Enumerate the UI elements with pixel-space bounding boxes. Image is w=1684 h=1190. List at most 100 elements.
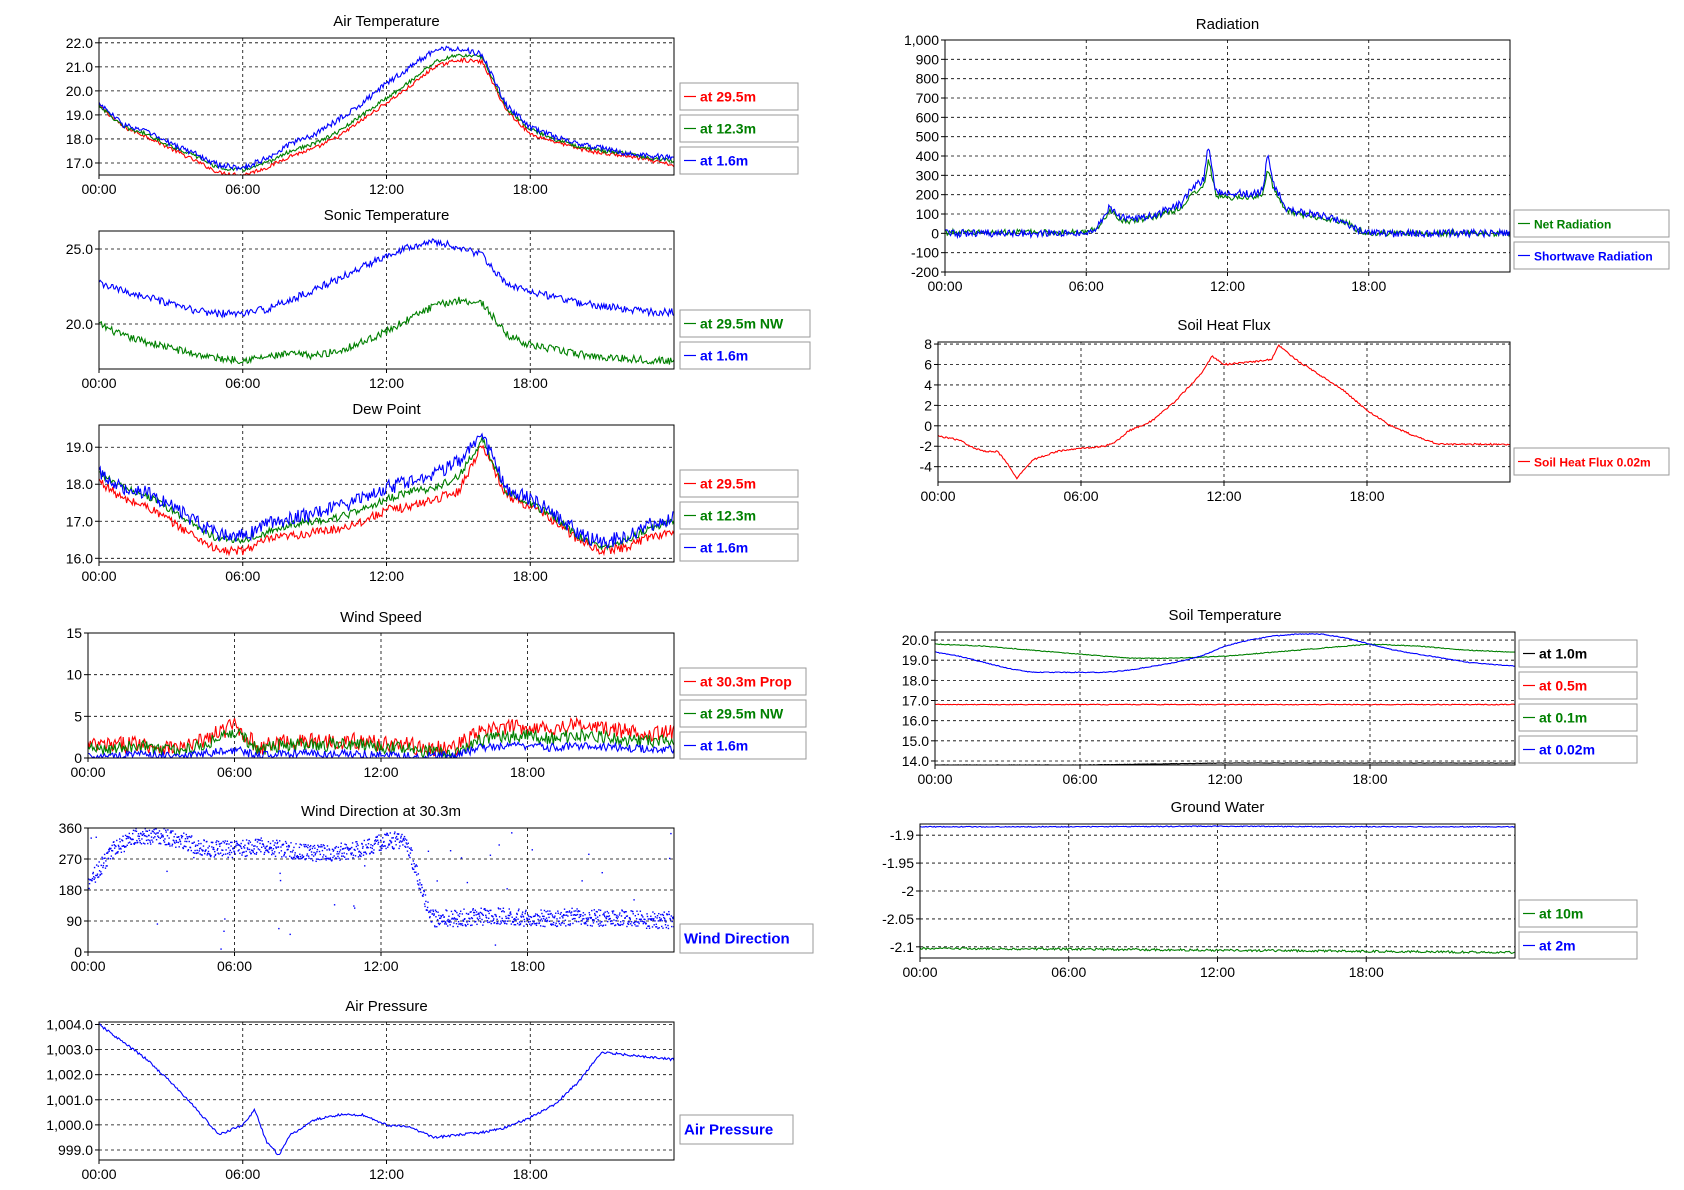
wind-speed-legend-item-2[interactable]: at 1.6m	[679, 731, 807, 760]
wind-direction-point	[157, 835, 159, 837]
wind-direction-point	[570, 911, 573, 913]
wind-direction-point	[497, 907, 500, 909]
wind-direction-point	[169, 832, 172, 834]
radiation-legend-item-1[interactable]: Shortwave Radiation	[1513, 241, 1670, 270]
wind-direction-point	[499, 923, 501, 925]
wind-direction-point	[475, 920, 477, 923]
sonic-temp-legend-item-0[interactable]: at 29.5m NW	[679, 309, 811, 338]
wind-direction-point	[265, 845, 268, 848]
wind-direction-point	[129, 838, 132, 840]
wind-direction-point	[103, 862, 105, 864]
wind-direction-point	[101, 858, 104, 860]
wind-direction-point	[152, 841, 154, 843]
wind-direction-point	[450, 921, 452, 923]
wind-direction-point	[430, 909, 432, 912]
air-temp-legend-item-1[interactable]: at 12.3m	[679, 114, 799, 143]
radiation-xtick-label: 12:00	[1210, 278, 1245, 294]
wind-direction-point	[287, 848, 289, 851]
sonic-temp-legend-item-1[interactable]: at 1.6m	[679, 341, 811, 370]
wind-direction-point	[357, 856, 360, 858]
wind-direction-point	[423, 903, 426, 905]
wind-direction-point	[175, 841, 178, 843]
wind-direction-point	[582, 915, 584, 917]
wind-direction-point	[445, 909, 447, 911]
wind-direction-legend-item-0[interactable]: Wind Direction	[679, 923, 814, 954]
wind-direction-point	[562, 917, 564, 919]
wind-direction-point	[389, 832, 391, 834]
wind-direction-point	[551, 914, 554, 916]
dew-point-legend-item-0[interactable]: at 29.5m	[679, 469, 799, 498]
soil-temp-legend-item-3[interactable]: at 0.02m	[1518, 735, 1638, 764]
wind-direction-point	[646, 915, 649, 918]
wind-direction-point	[178, 836, 180, 838]
wind-direction-point	[184, 838, 187, 840]
wind-direction-point	[371, 850, 373, 853]
wind-direction-point	[259, 842, 261, 845]
wind-direction-point	[591, 909, 593, 912]
wind-direction-point	[362, 854, 365, 856]
wind-direction-point	[459, 910, 462, 912]
wind-direction-point	[93, 876, 95, 878]
wind-direction-point	[610, 923, 612, 925]
sonic-temp-xtick-label: 06:00	[225, 375, 260, 391]
wind-direction-point	[490, 922, 492, 925]
wind-direction-point	[544, 920, 547, 922]
wind-direction-point	[427, 850, 430, 853]
wind-direction-point	[439, 922, 441, 925]
wind-direction-point	[123, 845, 125, 847]
air-pressure-legend-label: Air Pressure	[684, 1122, 773, 1139]
soil-temp-legend-item-2[interactable]: at 0.1m	[1518, 703, 1638, 732]
wind-direction-point	[224, 918, 226, 920]
wind-direction-point	[294, 854, 296, 856]
wind-direction-point	[398, 841, 401, 844]
air-temp-legend-item-2[interactable]: at 1.6m	[679, 146, 799, 175]
ground-water-legend-item-0[interactable]: at 10m	[1518, 899, 1638, 928]
wind-direction-point	[500, 920, 502, 922]
wind-speed-legend-item-1[interactable]: at 29.5m NW	[679, 699, 807, 728]
wind-direction-point	[563, 908, 566, 910]
wind-direction-point	[340, 855, 343, 857]
wind-direction-point	[243, 847, 246, 849]
wind-direction-point	[622, 923, 624, 926]
wind-direction-point	[541, 920, 544, 922]
wind-direction-point	[108, 850, 110, 852]
air-pressure-xtick-label: 18:00	[513, 1166, 548, 1182]
wind-direction-point	[260, 837, 262, 839]
wind-direction-point	[252, 851, 255, 853]
wind-direction-point	[322, 844, 324, 846]
soil-heat-flux-legend-item-0[interactable]: Soil Heat Flux 0.02m	[1513, 447, 1670, 476]
wind-direction-point	[90, 878, 92, 881]
air-pressure-legend-item-0[interactable]: Air Pressure	[679, 1114, 794, 1145]
wind-direction-point	[206, 854, 208, 856]
wind-direction-title: Wind Direction at 30.3m	[301, 803, 461, 820]
wind-direction-point	[138, 835, 141, 838]
ground-water-legend-item-1[interactable]: at 2m	[1518, 931, 1638, 960]
wind-direction-point	[122, 835, 124, 837]
wind-direction-point	[154, 828, 157, 830]
wind-direction-point	[294, 852, 296, 854]
dew-point-legend-item-2[interactable]: at 1.6m	[679, 533, 799, 562]
wind-direction-point	[620, 923, 622, 926]
wind-direction-point	[214, 850, 216, 853]
dew-point-legend-item-1[interactable]: at 12.3m	[679, 501, 799, 530]
wind-direction-point	[490, 915, 493, 917]
wind-direction-point	[489, 854, 492, 856]
wind-direction-point	[482, 914, 484, 917]
wind-direction-point	[326, 845, 329, 847]
wind-direction-point	[257, 848, 260, 850]
wind-direction-point	[360, 853, 363, 855]
air-temp-legend-item-0[interactable]: at 29.5m	[679, 82, 799, 111]
wind-direction-point	[668, 913, 670, 916]
wind-direction-point	[104, 857, 106, 859]
radiation-legend-item-0[interactable]: Net Radiation	[1513, 209, 1670, 238]
radiation-xtick-label: 18:00	[1351, 278, 1386, 294]
wind-direction-point	[601, 925, 604, 927]
wind-direction-point	[200, 842, 202, 845]
wind-direction-point	[610, 920, 613, 922]
air-pressure-ytick-label: 1,003.0	[46, 1042, 93, 1058]
wind-direction-point	[446, 910, 448, 912]
soil-temp-legend-item-0[interactable]: at 1.0m	[1518, 639, 1638, 668]
wind-speed-legend-item-0[interactable]: at 30.3m Prop	[679, 667, 807, 696]
wind-direction-point	[276, 841, 279, 844]
soil-temp-legend-item-1[interactable]: at 0.5m	[1518, 671, 1638, 700]
